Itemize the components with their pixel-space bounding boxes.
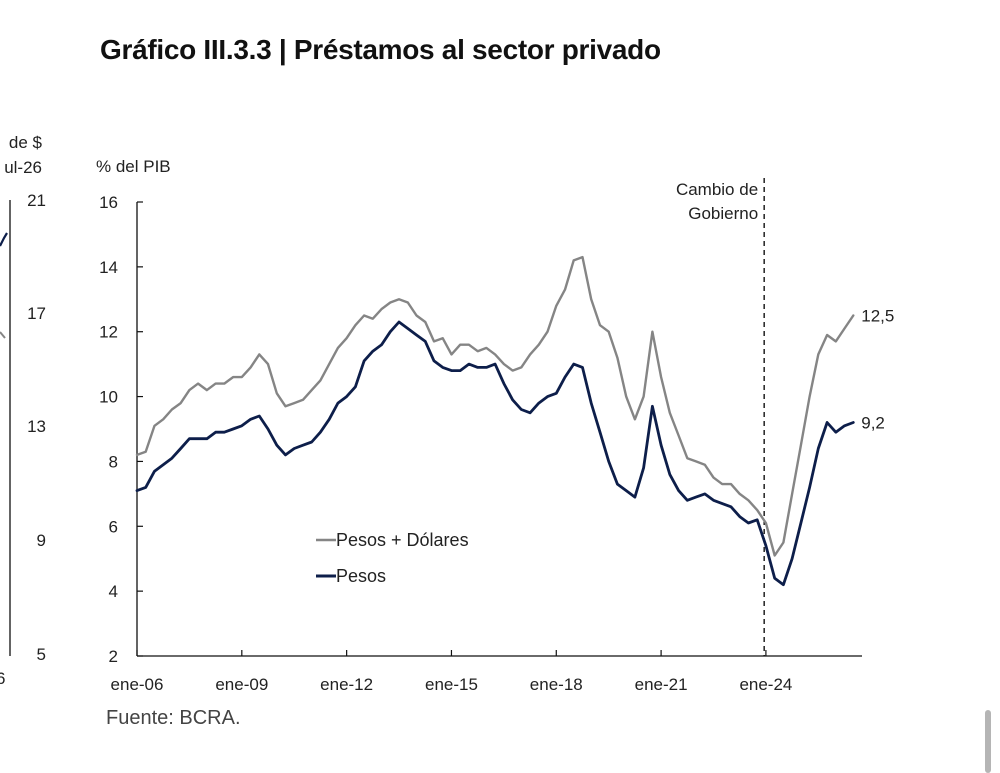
chart-title: Gráfico III.3.3 | Préstamos al sector pr… bbox=[100, 34, 661, 65]
axes: 2 4 6 8 10 12 14 16 ene-06 ene-09 ene-12 ene-15 ene-… bbox=[99, 193, 862, 694]
y-tick-label: 10 bbox=[99, 388, 118, 407]
source-note: Fuente: BCRA. bbox=[106, 707, 241, 729]
left-panel-series-fragment bbox=[0, 232, 8, 247]
x-tick-label: ene-12 bbox=[320, 675, 373, 694]
y-axis-unit-label: % del PIB bbox=[96, 157, 171, 176]
left-panel-tick-label: 13 bbox=[27, 417, 46, 436]
x-tick-label: ene-15 bbox=[425, 675, 478, 694]
left-panel-tick-label: 17 bbox=[27, 304, 46, 323]
y-tick-label: 4 bbox=[109, 582, 118, 601]
legend-label-pesos-dolares: Pesos + Dólares bbox=[336, 530, 469, 550]
series-line-pesos-dolares bbox=[135, 255, 855, 557]
government-change-annotation: Cambio de Gobierno bbox=[676, 178, 765, 656]
x-tick-label: ene-18 bbox=[530, 675, 583, 694]
legend-label-pesos: Pesos bbox=[336, 566, 386, 586]
end-labels: 12,5 9,2 bbox=[861, 307, 894, 433]
left-panel-tick-label: 21 bbox=[27, 191, 46, 210]
scrollbar-thumb[interactable] bbox=[985, 710, 991, 773]
end-value-label: 9,2 bbox=[861, 414, 885, 433]
left-panel-unit-line: ul-26 bbox=[4, 158, 42, 177]
left-panel-unit-line: de $ bbox=[8, 133, 42, 152]
left-panel-unit-label: de $ ul-26 bbox=[0, 130, 42, 180]
left-panel: 21 17 13 9 5 6 bbox=[0, 191, 46, 688]
y-tick-label: 12 bbox=[99, 323, 118, 342]
government-change-label: Gobierno bbox=[688, 204, 758, 223]
y-tick-label: 8 bbox=[109, 452, 118, 471]
y-tick-label: 16 bbox=[99, 193, 118, 212]
series-layer bbox=[135, 255, 855, 587]
left-panel-tick-label: 5 bbox=[37, 645, 46, 664]
x-tick-label: ene-21 bbox=[635, 675, 688, 694]
government-change-label: Cambio de bbox=[676, 180, 758, 199]
legend: Pesos + Dólares Pesos bbox=[316, 530, 469, 586]
end-value-label: 12,5 bbox=[861, 307, 894, 326]
y-tick-label: 14 bbox=[99, 258, 118, 277]
x-tick-label: ene-24 bbox=[739, 675, 792, 694]
left-panel-x-tick-fragment: 6 bbox=[0, 669, 5, 688]
series-line-pesos bbox=[135, 320, 855, 587]
left-panel-series-fragment bbox=[0, 331, 6, 339]
x-tick-label: ene-09 bbox=[215, 675, 268, 694]
left-panel-tick-label: 9 bbox=[37, 531, 46, 550]
y-tick-label: 6 bbox=[109, 517, 118, 536]
y-tick-label: 2 bbox=[109, 647, 118, 666]
x-tick-label: ene-06 bbox=[111, 675, 164, 694]
